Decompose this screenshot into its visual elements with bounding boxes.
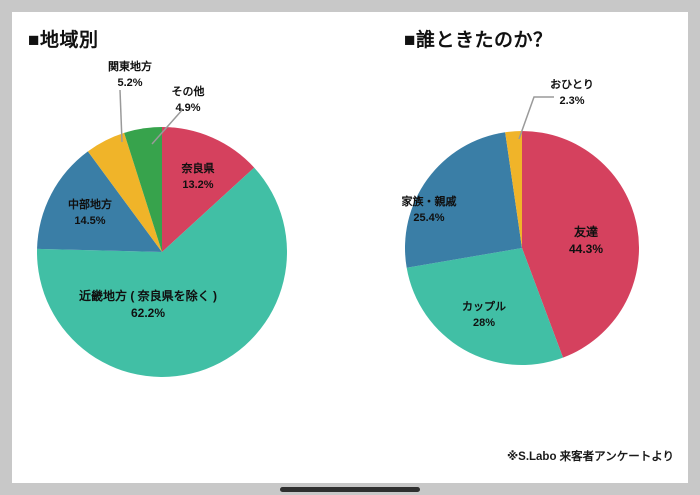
segment-label-kazoku: 家族・親戚 25.4% [402, 195, 457, 227]
segment-label-kinki: 近畿地方 ( 奈良県を除く ) 62.2% [79, 288, 217, 323]
pie-charts-canvas [37, 89, 640, 377]
pie-chart-companion [405, 131, 640, 366]
segment-label-text: 友達 [573, 225, 598, 239]
segment-label-couple: カップル 28% [462, 300, 506, 332]
pie-slice [405, 132, 522, 268]
segment-label-nara: 奈良県 13.2% [182, 162, 215, 194]
pie-slice [87, 132, 162, 252]
pie-slice [162, 127, 255, 252]
segment-label-text: おひとり [550, 79, 594, 91]
bottom-bar [280, 487, 420, 492]
segment-label-text: 関東地方 [108, 61, 152, 73]
segment-label-sonota: その他 4.9% [172, 85, 205, 117]
segment-label-text: 家族・親戚 [401, 196, 457, 208]
segment-percent-text: 5.2% [117, 76, 143, 89]
segment-label-text: 近畿地方 ( 奈良県を除く ) [79, 289, 217, 303]
leader-line-sonota [151, 108, 184, 145]
segment-label-kanto: 関東地方 5.2% [108, 60, 152, 92]
segment-percent-text: 2.3% [559, 94, 585, 107]
pie-slice [505, 131, 522, 248]
segment-percent-text: 25.4% [413, 211, 445, 224]
pie-chart-region [37, 127, 288, 377]
segment-label-tomodachi: 友達 44.3% [569, 224, 603, 259]
segment-label-text: 奈良県 [181, 163, 215, 175]
leader-line-ohitori [518, 96, 554, 140]
pie-slice [406, 248, 564, 366]
pie-slice [124, 127, 162, 252]
segment-label-text: 中部地方 [68, 199, 112, 211]
pie-slice [37, 167, 288, 377]
segment-percent-text: 13.2% [182, 178, 214, 191]
chart-title-companion: ■誰ときたのか？ [404, 30, 553, 51]
segment-label-chubu: 中部地方 14.5% [68, 198, 112, 230]
segment-percent-text: 62.2% [130, 306, 166, 321]
segment-percent-text: 4.9% [175, 101, 201, 114]
segment-label-text: カップル [462, 301, 506, 313]
segment-label-ohitori: おひとり 2.3% [550, 78, 594, 110]
segment-percent-text: 14.5% [74, 214, 106, 227]
leader-line-kanto [119, 89, 123, 143]
segment-percent-text: 44.3% [568, 242, 604, 257]
infographic-card: ■地域別 ■誰ときたのか？ 関東地方 5.2% その他 4.9% 奈良県 13.… [12, 12, 688, 483]
segment-label-text: その他 [171, 86, 205, 98]
chart-title-region: ■地域別 [28, 30, 99, 51]
pie-slice [37, 151, 162, 252]
source-note: ※S.Labo 来客者アンケートより [506, 451, 674, 463]
segment-percent-text: 28% [472, 316, 496, 329]
pie-slice [522, 131, 640, 358]
